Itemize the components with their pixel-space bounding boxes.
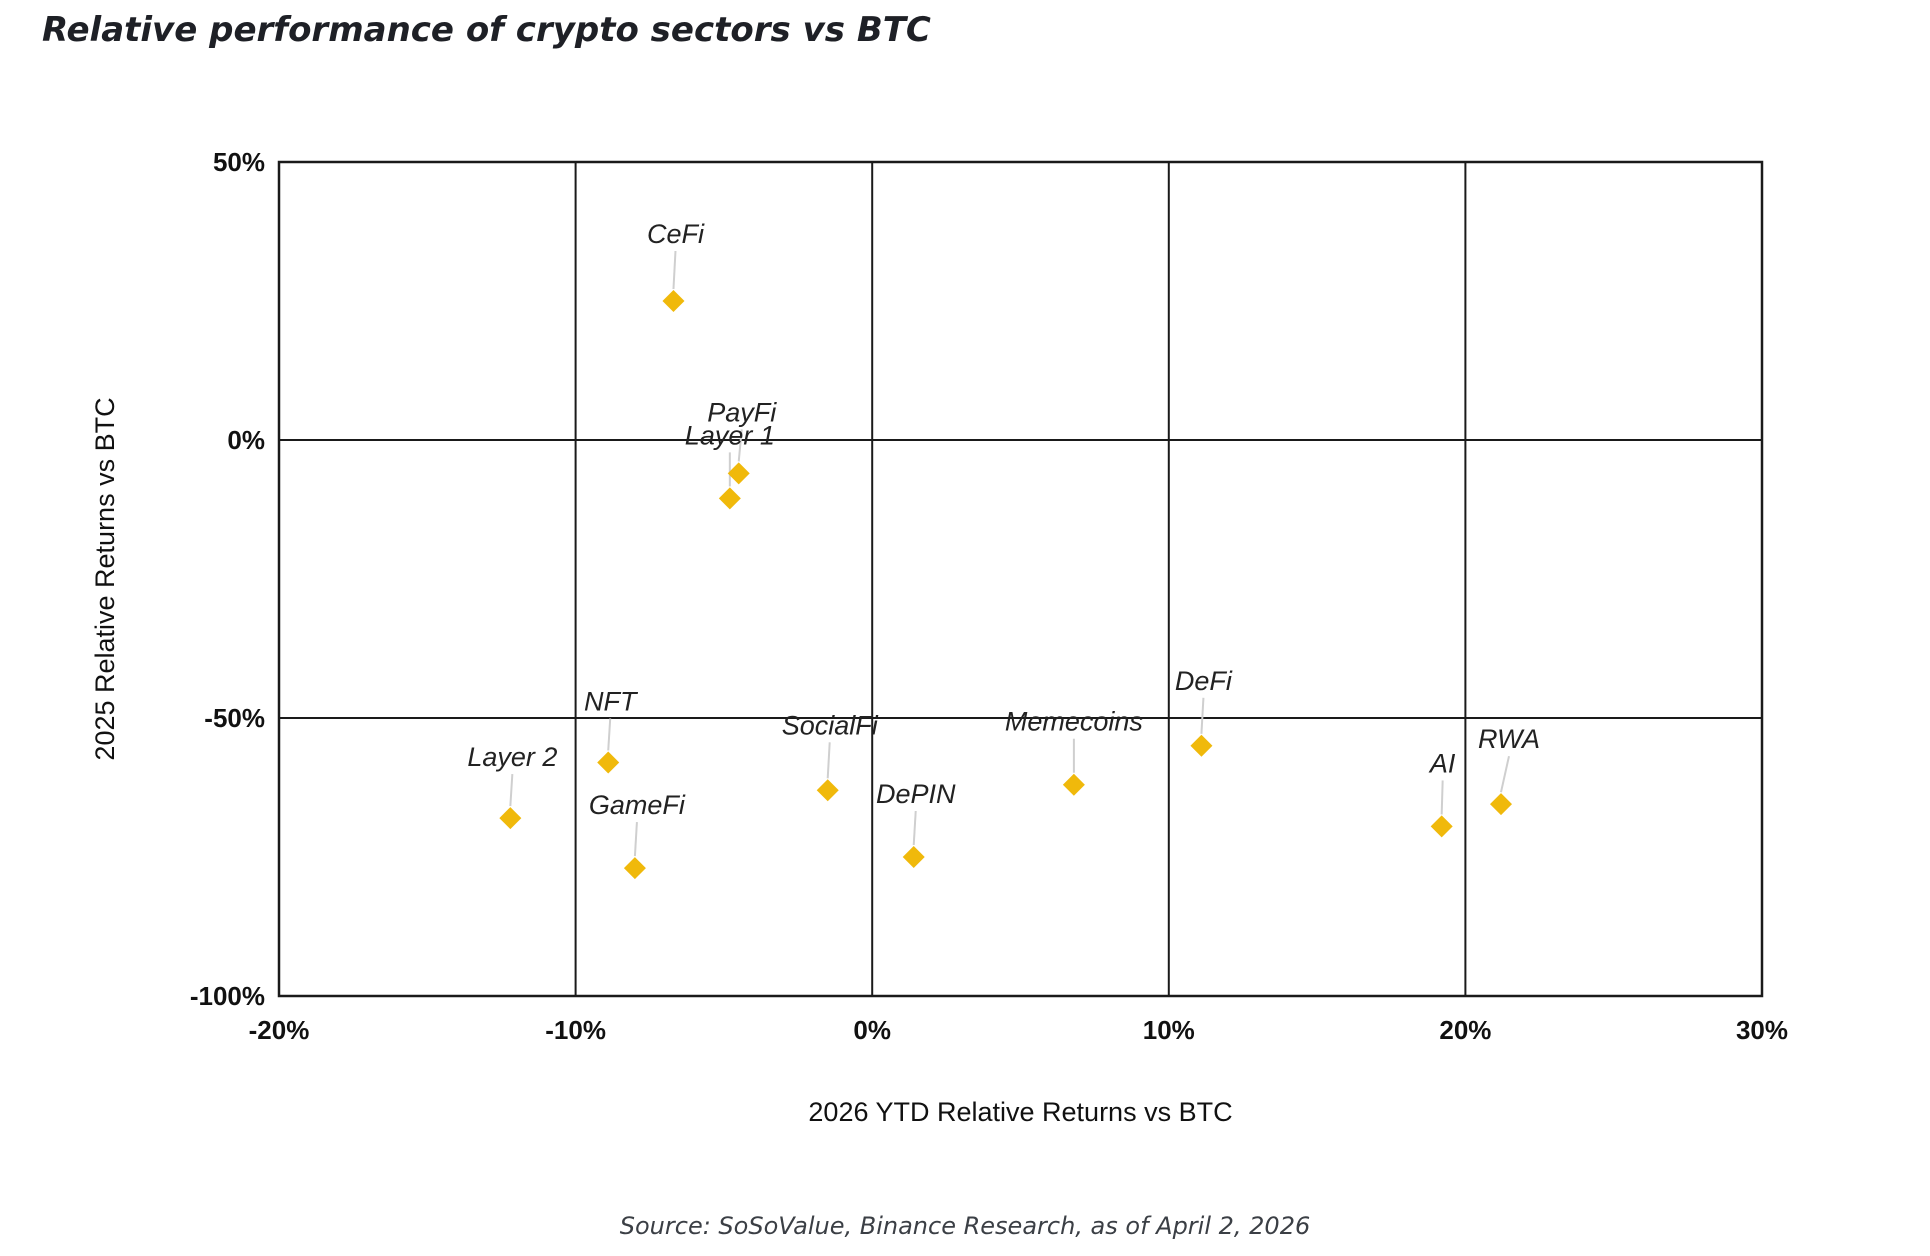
label-leader-line	[1200, 697, 1205, 734]
data-point-socialfi	[816, 779, 839, 802]
label-leader-line	[1500, 755, 1510, 793]
point-label: Memecoins	[1005, 707, 1143, 737]
data-point-cefi	[662, 290, 685, 312]
data-point-depin	[902, 846, 925, 868]
point-label: GameFi	[589, 790, 686, 820]
point-label: Layer 1	[685, 420, 775, 450]
x-tick-label: -20%	[249, 1015, 310, 1045]
point-label: AI	[1428, 748, 1456, 778]
page-title: Relative performance of crypto sectors v…	[42, 10, 931, 50]
label-leader-line	[672, 250, 677, 290]
point-label: DeFi	[1175, 666, 1233, 696]
y-tick-label: 50%	[213, 147, 265, 177]
point-label: Layer 2	[467, 742, 557, 772]
x-axis-label: 2026 YTD Relative Returns vs BTC	[808, 1097, 1232, 1127]
point-label: NFT	[584, 686, 639, 716]
data-point-layer-2	[499, 807, 522, 830]
label-leader-line	[633, 822, 638, 857]
data-point-nft	[597, 751, 620, 774]
label-leader-line	[607, 718, 612, 751]
data-point-rwa	[1489, 793, 1512, 816]
label-leader-line	[737, 429, 743, 462]
data-point-defi	[1190, 734, 1213, 757]
data-point-gamefi	[623, 857, 646, 880]
data-point-layer-1	[718, 487, 741, 510]
label-leader-line	[826, 742, 831, 779]
point-label: DePIN	[876, 779, 956, 809]
data-point-ai	[1430, 815, 1453, 838]
point-label: RWA	[1478, 724, 1540, 754]
y-tick-label: -100%	[190, 981, 265, 1011]
label-leader-line	[509, 774, 514, 807]
y-tick-label: 0%	[227, 425, 265, 455]
point-label: SocialFi	[782, 710, 879, 740]
x-tick-label: 30%	[1736, 1015, 1788, 1045]
point-label: CeFi	[647, 219, 705, 249]
tick-labels: -20% -10% 0% 10% 20% 30% -100% -50% 0% 50%	[190, 147, 1788, 1045]
x-tick-label: 20%	[1439, 1015, 1491, 1045]
label-leaders	[509, 250, 1510, 857]
point-label: PayFi	[707, 397, 777, 427]
plot-frame	[277, 160, 1764, 998]
x-tick-label: 10%	[1143, 1015, 1195, 1045]
x-tick-label: 0%	[853, 1015, 891, 1045]
data-point-memecoins	[1062, 773, 1085, 796]
y-tick-label: -50%	[204, 703, 265, 733]
x-tick-label: -10%	[545, 1015, 606, 1045]
label-leader-line	[1440, 780, 1444, 815]
source-note: Source: SoSoValue, Binance Research, as …	[619, 1212, 1311, 1240]
grid-lines	[277, 160, 1764, 998]
data-points	[499, 290, 1512, 880]
label-leader-line	[912, 810, 917, 846]
data-point-payfi	[727, 462, 750, 485]
y-axis-label: 2025 Relative Returns vs BTC	[90, 397, 120, 760]
